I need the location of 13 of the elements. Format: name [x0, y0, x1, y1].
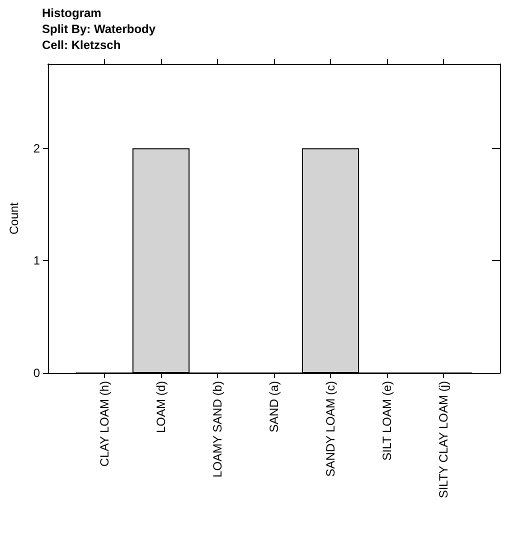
x-tick-label: LOAMY SAND (b) — [210, 380, 224, 478]
x-tick-label: SILTY CLAY LOAM (j) — [436, 381, 450, 498]
chart-title: Histogram — [42, 6, 102, 20]
x-tick-label: SILT LOAM (e) — [380, 381, 394, 461]
y-tick-label: 2 — [33, 141, 40, 156]
x-tick-label: SANDY LOAM (c) — [324, 381, 338, 477]
y-axis-title: Count — [7, 202, 21, 235]
x-tick-label: SAND (a) — [267, 381, 281, 432]
y-tick-label: 0 — [33, 366, 40, 380]
x-tick-label: CLAY LOAM (h) — [98, 381, 112, 467]
chart-subtitle: Split By: Waterbody Cell: Kletzsch — [42, 22, 156, 52]
y-tick-label: 1 — [33, 254, 40, 268]
x-tick-label: LOAM (d) — [154, 381, 168, 434]
